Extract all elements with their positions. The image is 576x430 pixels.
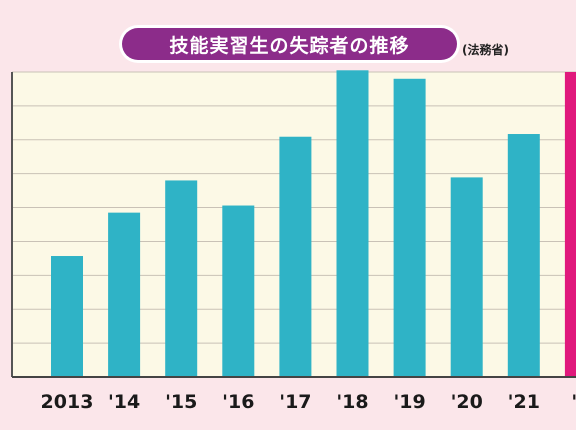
x-tick-label: '20 <box>451 391 483 413</box>
source-label: (法務省) <box>462 43 509 57</box>
bar-4 <box>279 136 312 377</box>
bar-9 <box>564 72 576 377</box>
x-tick-label: '16 <box>222 391 254 413</box>
chart-title: 技能実習生の失踪者の推移 <box>169 34 410 57</box>
bar-2 <box>165 180 198 377</box>
x-tick-label: '21 <box>508 391 540 413</box>
bar-8 <box>507 134 540 377</box>
bar-0 <box>51 256 83 377</box>
bar-1 <box>108 212 141 377</box>
x-tick-label: '19 <box>393 391 425 413</box>
x-tick-label: '18 <box>336 391 368 413</box>
x-tick-label: '14 <box>108 391 140 413</box>
x-tick-label: 2013 <box>41 391 94 413</box>
x-tick-label: '15 <box>165 391 197 413</box>
bar-7 <box>450 177 483 377</box>
bar-5 <box>336 70 369 378</box>
bar-6 <box>393 78 426 378</box>
chart-title-banner: 技能実習生の失踪者の推移 <box>122 28 457 60</box>
x-tick-label: '17 <box>279 391 311 413</box>
x-tick-label: '2 <box>571 391 576 413</box>
bar-3 <box>222 205 255 377</box>
